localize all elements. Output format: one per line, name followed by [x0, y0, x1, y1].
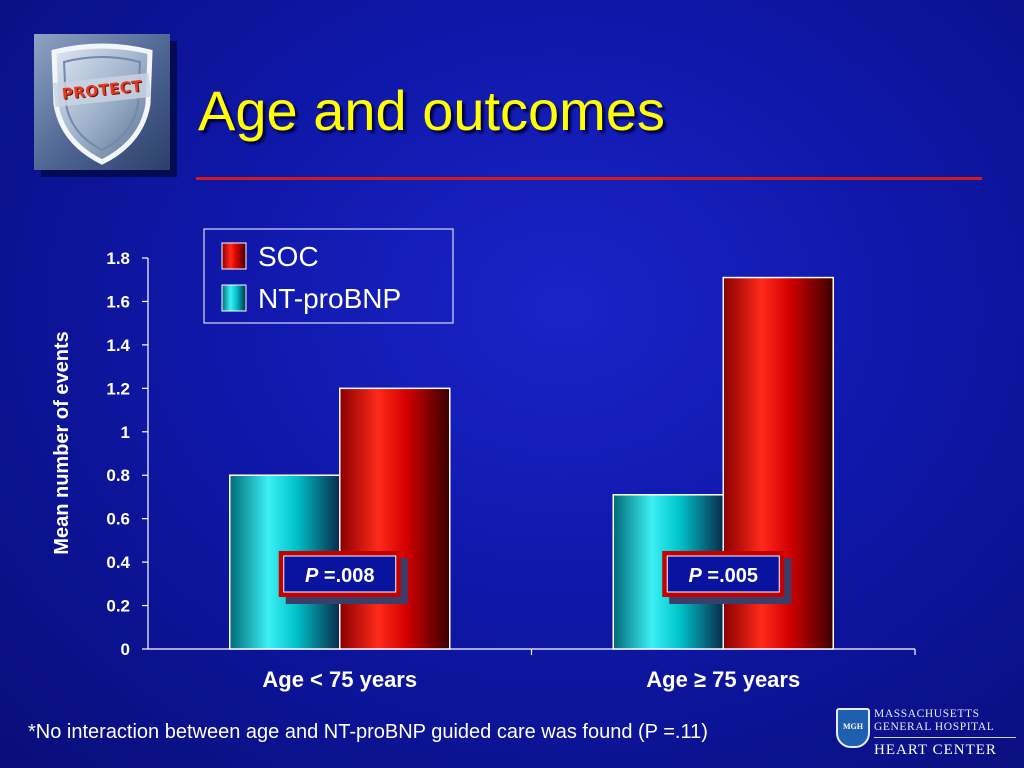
annotation-inner: [283, 555, 397, 593]
p-value: =.008: [318, 565, 374, 587]
mgh-shield-icon: MGH: [836, 708, 870, 748]
y-tick-label: 0.6: [106, 510, 130, 529]
shield-icon: [51, 43, 153, 165]
y-tick-label: 1.6: [106, 292, 130, 311]
legend-swatch-soc: [221, 242, 247, 270]
legend-swatch-nt-probnp: [221, 284, 247, 312]
institution-line3: HEART CENTER: [874, 742, 997, 758]
institution-line2: GENERAL HOSPITAL: [874, 721, 995, 733]
title-divider: [196, 177, 982, 180]
y-tick-label: 1.4: [106, 336, 130, 355]
chart-legend: SOC NT-proBNP: [203, 228, 454, 324]
y-tick-label: 1.2: [106, 379, 130, 398]
y-tick-label: 0: [121, 640, 130, 659]
chart-annotations: P =.008 P =.005: [278, 551, 792, 604]
p-symbol: P: [305, 565, 319, 587]
y-tick-label: 1.8: [106, 249, 130, 268]
institution-line1: MASSACHUSETTS: [874, 708, 980, 720]
y-axis-title: Mean number of events: [51, 331, 73, 554]
x-category-label: Age < 75 years: [262, 667, 417, 692]
page-title: Age and outcomes: [198, 79, 665, 142]
annotation-inner: [666, 555, 780, 593]
bar-soc-1: [339, 387, 451, 650]
institution-divider: [874, 737, 1016, 738]
y-tick-label: 0.4: [106, 553, 130, 572]
y-tick-label: 1: [121, 423, 130, 442]
legend-label: SOC: [258, 241, 319, 272]
legend-box: [203, 228, 454, 324]
protect-logo: PROTECT: [34, 34, 170, 170]
x-category-label: Age ≥ 75 years: [646, 667, 800, 692]
institution-logo: MGH MASSACHUSETTS GENERAL HOSPITAL HEART…: [836, 706, 1020, 764]
p-value: =.005: [702, 565, 758, 587]
footnote: *No interaction between age and NT-proBN…: [28, 721, 708, 743]
p-value-label: P =.005: [688, 565, 758, 587]
y-tick-label: 0.2: [106, 597, 130, 616]
p-symbol: P: [688, 565, 702, 587]
legend-label: NT-proBNP: [258, 283, 401, 314]
y-tick-label: 0.8: [106, 466, 130, 485]
p-value-label: P =.008: [305, 565, 375, 587]
